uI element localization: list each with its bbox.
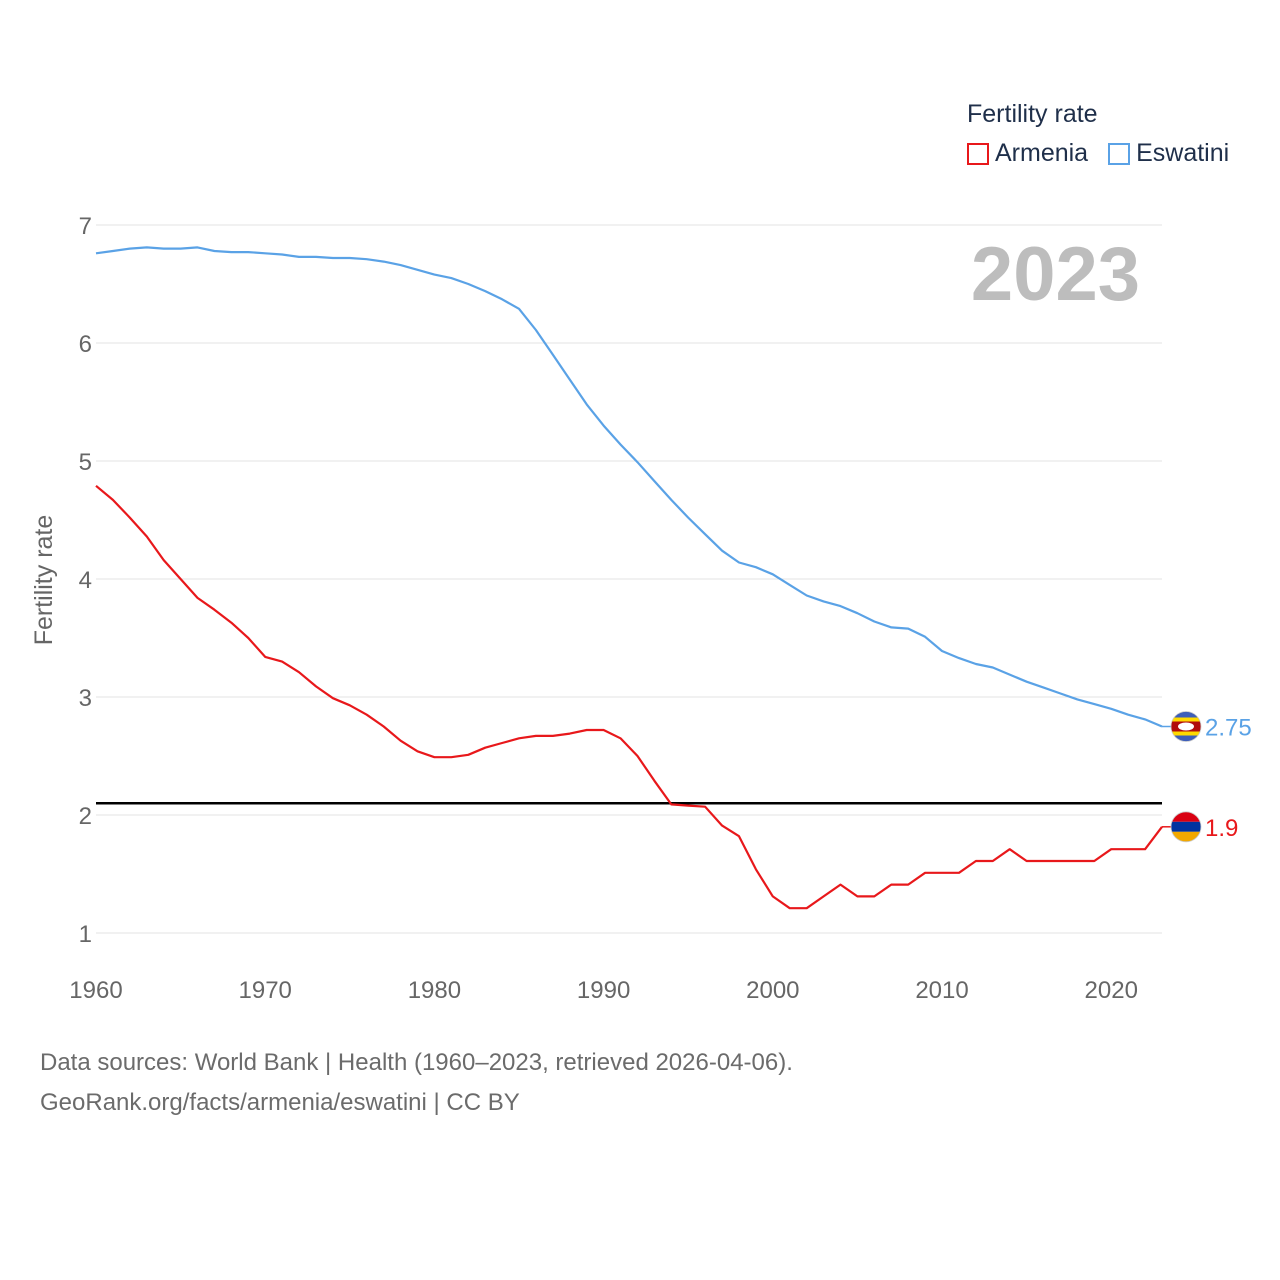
footer: Data sources: World Bank | Health (1960–… — [40, 1043, 793, 1123]
y-tick-label-1: 1 — [79, 921, 92, 948]
legend-swatch-armenia — [967, 142, 989, 165]
y-axis-label: Fertility rate — [30, 515, 58, 646]
end-value-label-eswatini: 2.75 — [1205, 715, 1252, 742]
legend-item-eswatini[interactable]: Eswatini — [1108, 139, 1229, 168]
x-tick-label-2000: 2000 — [746, 977, 799, 1004]
legend-label-armenia: Armenia — [995, 139, 1089, 167]
x-tick-label-1970: 1970 — [239, 977, 292, 1004]
y-tick-label-5: 5 — [79, 449, 92, 476]
legend: Fertility rate Armenia Eswatini — [967, 100, 1229, 168]
y-tick-label-2: 2 — [79, 803, 92, 830]
x-axis-ticks: 1960 1970 1980 1990 2000 2010 2020 — [69, 977, 1138, 1004]
year-watermark: 2023 — [971, 232, 1140, 317]
y-tick-label-7: 7 — [79, 213, 92, 240]
y-axis-ticks: 1 2 3 4 5 6 7 — [79, 213, 92, 948]
series-line-eswatini — [95, 246, 1163, 728]
legend-title: Fertility rate — [967, 100, 1098, 128]
x-tick-label-1980: 1980 — [408, 977, 461, 1004]
x-tick-label-2020: 2020 — [1085, 977, 1138, 1004]
x-tick-label-1990: 1990 — [577, 977, 630, 1004]
y-tick-label-3: 3 — [79, 685, 92, 712]
end-value-label-armenia: 1.9 — [1205, 815, 1238, 842]
data-source-note: Data sources: World Bank | Health (1960–… — [40, 1049, 793, 1076]
legend-swatch-eswatini — [1108, 142, 1131, 165]
series-line-armenia — [95, 484, 1163, 910]
x-tick-label-1960: 1960 — [69, 977, 122, 1004]
legend-label-eswatini: Eswatini — [1136, 139, 1230, 167]
x-tick-label-2010: 2010 — [915, 977, 968, 1004]
legend-item-armenia[interactable]: Armenia — [967, 139, 1088, 168]
y-tick-label-6: 6 — [79, 331, 92, 358]
end-markers: 1.9 2.75 — [1162, 711, 1252, 843]
flag-icon-eswatini — [1170, 711, 1202, 742]
flag-icon-armenia — [1170, 811, 1202, 843]
source-link[interactable]: GeoRank.org/facts/armenia/eswatini | CC … — [40, 1089, 520, 1116]
y-tick-label-4: 4 — [79, 567, 92, 594]
grid-lines — [96, 224, 1162, 934]
series-lines — [95, 246, 1163, 910]
